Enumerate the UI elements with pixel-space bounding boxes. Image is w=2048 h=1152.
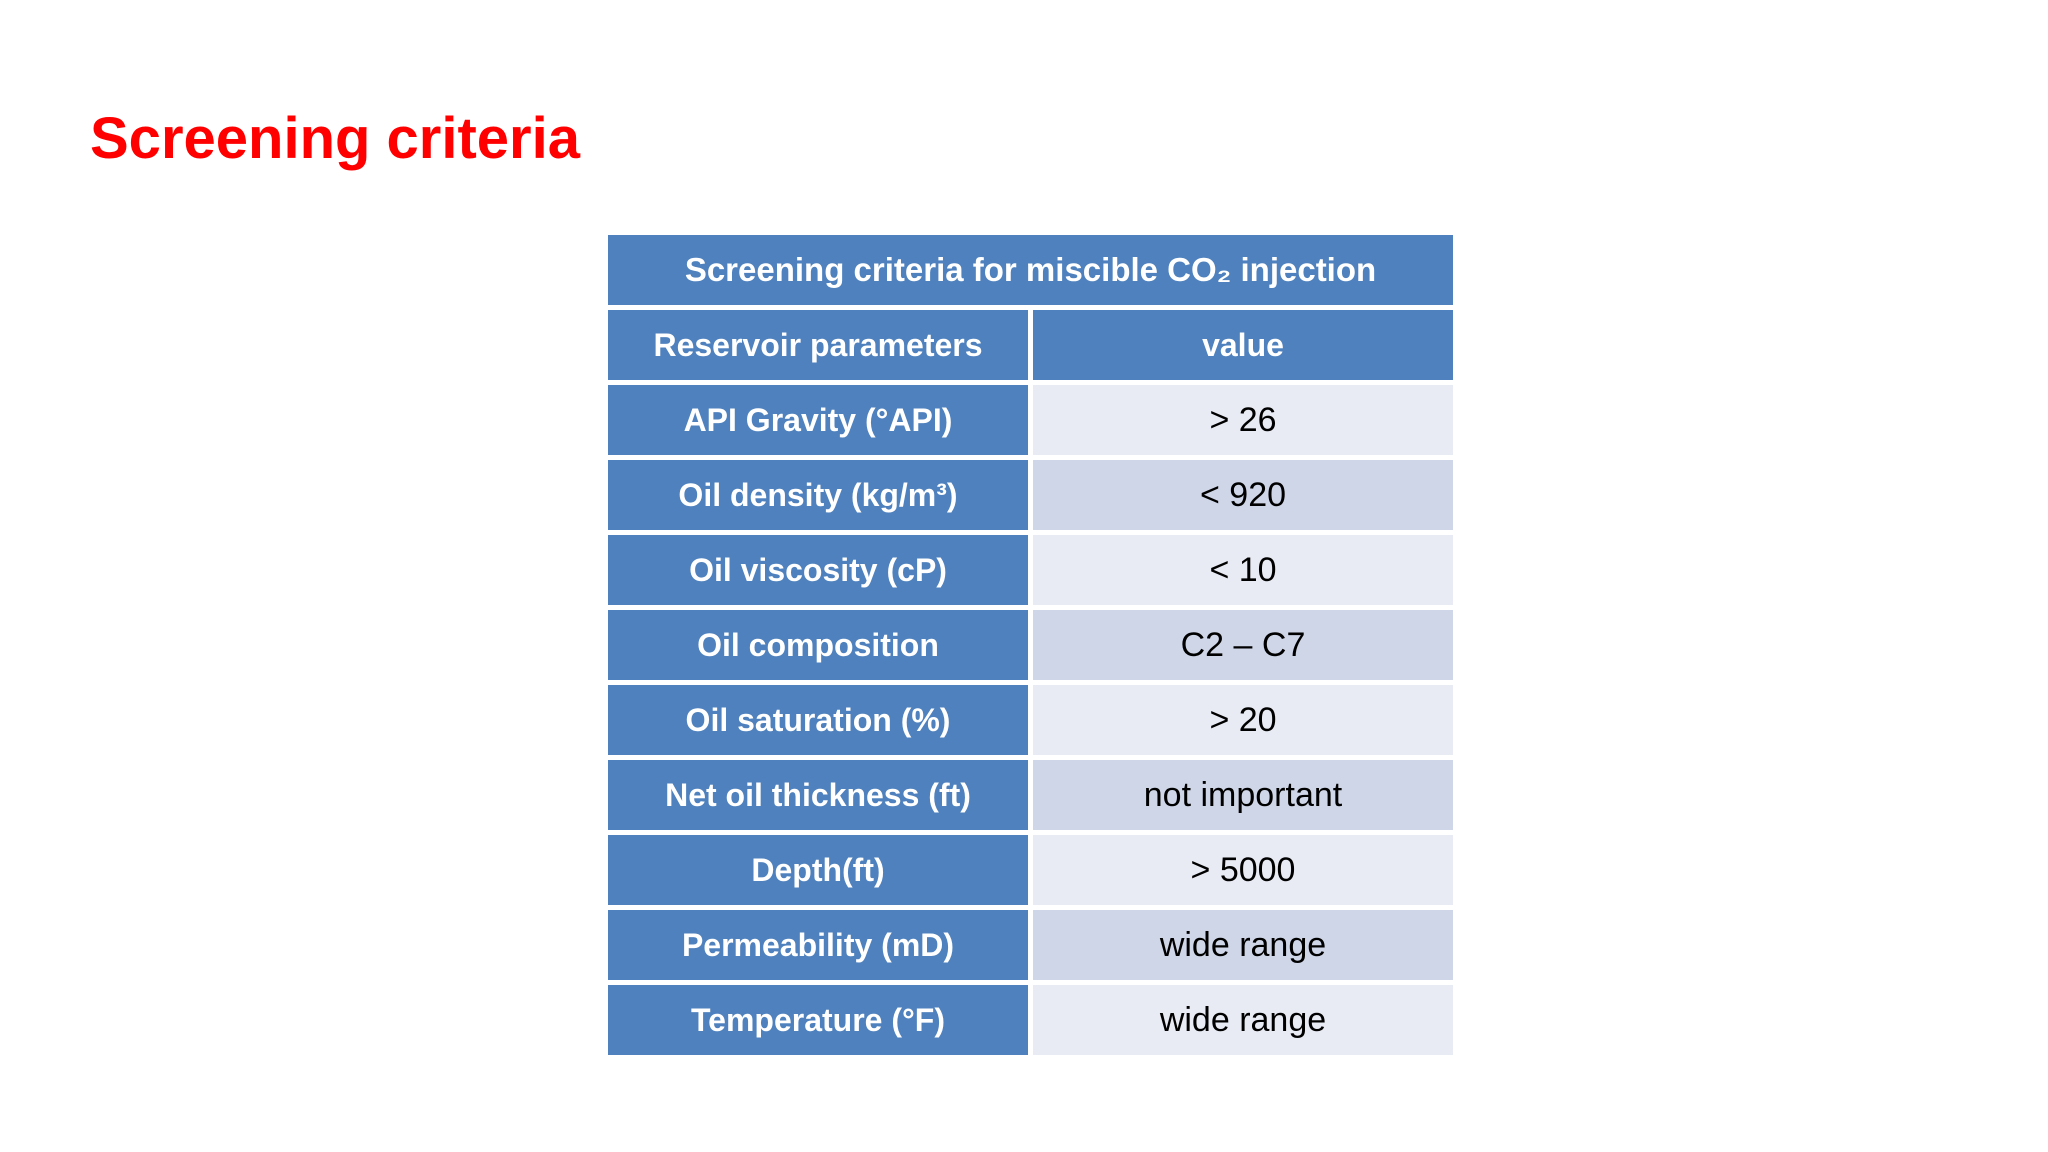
param-cell: Oil viscosity (cP) xyxy=(608,535,1028,605)
column-header-value: value xyxy=(1033,310,1453,380)
param-cell: Oil composition xyxy=(608,610,1028,680)
value-cell: > 20 xyxy=(1033,685,1453,755)
table-row: Temperature (°F) wide range xyxy=(608,985,1453,1055)
value-cell: > 26 xyxy=(1033,385,1453,455)
table-row: API Gravity (°API) > 26 xyxy=(608,385,1453,455)
column-header-parameters: Reservoir parameters xyxy=(608,310,1028,380)
param-cell: Depth(ft) xyxy=(608,835,1028,905)
value-cell: < 10 xyxy=(1033,535,1453,605)
value-cell: wide range xyxy=(1033,910,1453,980)
value-cell: wide range xyxy=(1033,985,1453,1055)
value-cell: not important xyxy=(1033,760,1453,830)
table-row: Oil viscosity (cP) < 10 xyxy=(608,535,1453,605)
param-cell: API Gravity (°API) xyxy=(608,385,1028,455)
table-row: Depth(ft) > 5000 xyxy=(608,835,1453,905)
slide-title: Screening criteria xyxy=(90,106,580,171)
table-row: Oil composition C2 – C7 xyxy=(608,610,1453,680)
param-cell: Net oil thickness (ft) xyxy=(608,760,1028,830)
param-cell: Oil saturation (%) xyxy=(608,685,1028,755)
table-title-row: Screening criteria for miscible CO₂ inje… xyxy=(608,235,1453,305)
param-cell: Temperature (°F) xyxy=(608,985,1028,1055)
table-row: Oil density (kg/m³) < 920 xyxy=(608,460,1453,530)
table-row: Permeability (mD) wide range xyxy=(608,910,1453,980)
param-cell: Oil density (kg/m³) xyxy=(608,460,1028,530)
table-title: Screening criteria for miscible CO₂ inje… xyxy=(608,235,1453,305)
param-cell: Permeability (mD) xyxy=(608,910,1028,980)
table-header-row: Reservoir parameters value xyxy=(608,310,1453,380)
table-row: Oil saturation (%) > 20 xyxy=(608,685,1453,755)
table-row: Net oil thickness (ft) not important xyxy=(608,760,1453,830)
value-cell: C2 – C7 xyxy=(1033,610,1453,680)
screening-criteria-table: Screening criteria for miscible CO₂ inje… xyxy=(603,230,1458,1060)
value-cell: < 920 xyxy=(1033,460,1453,530)
value-cell: > 5000 xyxy=(1033,835,1453,905)
